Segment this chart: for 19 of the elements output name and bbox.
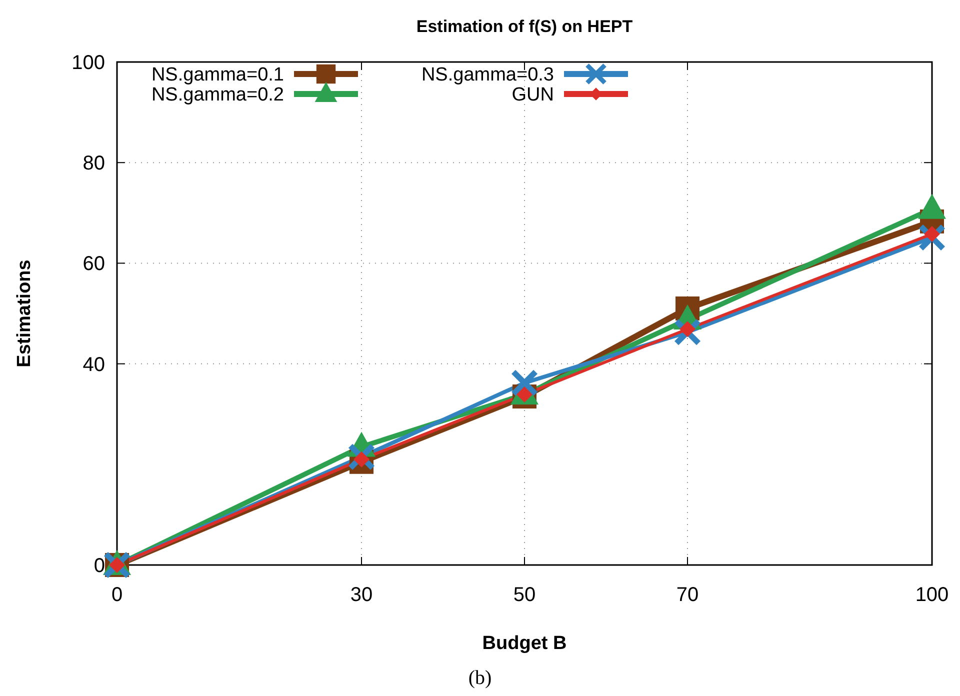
x-tick-label: 70: [676, 584, 699, 606]
x-tick-label: 50: [513, 584, 536, 606]
x-tick-label: 100: [915, 584, 949, 606]
legend-label: NS.gamma=0.1: [151, 64, 284, 86]
y-tick-label: 40: [82, 354, 105, 376]
chart-title: Estimation of f(S) on HEPT: [416, 17, 634, 36]
x-tick-label: 0: [111, 584, 123, 606]
legend-label: NS.gamma=0.3: [421, 64, 554, 86]
x-tick-label: 30: [350, 584, 373, 606]
legend-label: GUN: [512, 84, 554, 106]
x-axis-title: Budget B: [482, 633, 567, 654]
y-tick-label: 100: [72, 52, 105, 74]
y-axis-title: Estimations: [14, 260, 35, 368]
y-tick-label: 0: [94, 555, 105, 577]
y-tick-label: 60: [82, 253, 105, 276]
legend-label: NS.gamma=0.2: [151, 84, 284, 106]
y-tick-label: 80: [82, 152, 105, 175]
text: (b): [468, 667, 492, 689]
point: [512, 370, 538, 396]
